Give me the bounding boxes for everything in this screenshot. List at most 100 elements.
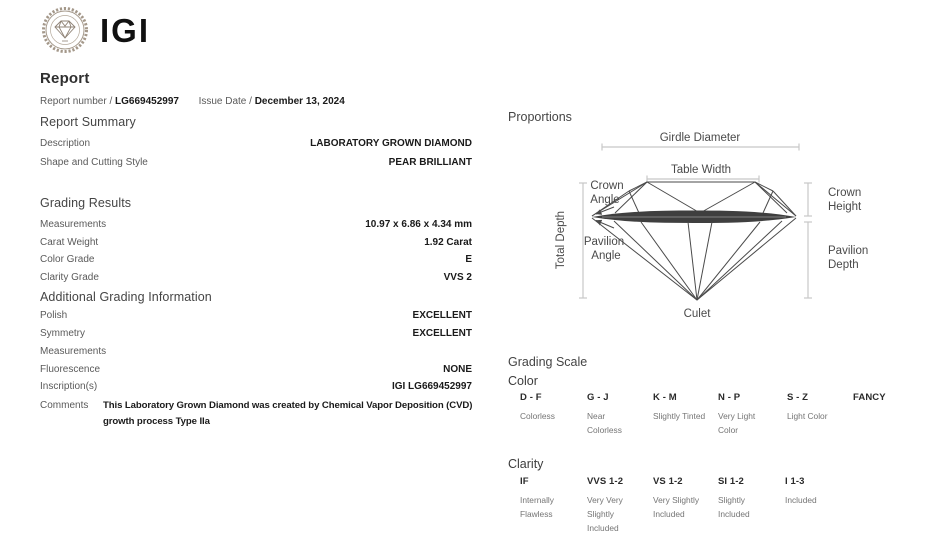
crown-angle-label-line2: Angle (590, 194, 619, 206)
table-width-label: Table Width (671, 164, 731, 176)
color-scale-item: K - M Slightly Tinted (653, 392, 717, 424)
row-value: 10.97 x 6.86 x 4.34 mm (365, 219, 472, 230)
row-label: Symmetry (40, 328, 85, 339)
grade-description: Colorless (520, 411, 555, 421)
report-number-value: LG669452997 (115, 96, 179, 107)
grade-label: FANCY (853, 392, 886, 403)
pavilion-depth-label: Pavilion (828, 245, 868, 257)
brand-header: IGI (40, 5, 150, 60)
clarity-scale-item: I 1-3 Included (785, 476, 849, 508)
total-depth-dimension-line (579, 182, 587, 299)
additional-row-symmetry: Symmetry EXCELLENT (40, 328, 472, 339)
summary-row-description: Description LABORATORY GROWN DIAMOND (40, 138, 472, 149)
row-value: LABORATORY GROWN DIAMOND (310, 138, 472, 149)
row-label: Color Grade (40, 254, 95, 265)
subheading-color: Color (508, 374, 538, 388)
grading-row-measurements: Measurements 10.97 x 6.86 x 4.34 mm (40, 219, 472, 230)
grade-label: K - M (653, 392, 677, 403)
color-scale-item: FANCY (853, 392, 917, 410)
grading-row-color-grade: Color Grade E (40, 254, 472, 265)
diamond-pavilion-outline (591, 217, 797, 301)
section-heading-additional-grading: Additional Grading Information (40, 290, 212, 304)
color-scale-item: D - F Colorless (520, 392, 584, 424)
report-meta-line: Report number / LG669452997 Issue Date /… (40, 96, 345, 107)
color-scale-grid: D - F Colorless G - J Near Colorless K -… (508, 392, 933, 450)
girdle-diameter-dimension-line (601, 143, 800, 151)
clarity-scale-item: VS 1-2 Very Slightly Included (653, 476, 717, 522)
comments-label: Comments (40, 400, 89, 411)
pavilion-angle-label-line2: Angle (591, 250, 620, 262)
igi-seal-icon (40, 5, 90, 60)
grade-label: S - Z (787, 392, 809, 403)
row-label: Measurements (40, 219, 107, 230)
grade-description: Near Colorless (587, 411, 622, 435)
grade-description: Included (785, 495, 817, 505)
total-depth-label: Total Depth (555, 211, 567, 269)
color-scale-item: S - Z Light Color (787, 392, 851, 424)
row-value: E (465, 254, 472, 265)
summary-row-shape: Shape and Cutting Style PEAR BRILLIANT (40, 157, 472, 168)
row-label: Inscription(s) (40, 381, 98, 392)
row-value: EXCELLENT (412, 310, 472, 321)
grade-description: Very Slightly Included (653, 495, 700, 519)
girdle-diameter-label: Girdle Diameter (660, 132, 741, 144)
comments-value: This Laboratory Grown Diamond was create… (103, 400, 473, 428)
clarity-scale-grid: IF Internally Flawless VVS 1-2 Very Very… (508, 476, 933, 533)
grade-description: Slightly Included (718, 495, 750, 519)
additional-row-polish: Polish EXCELLENT (40, 310, 472, 321)
row-value: 1.92 Carat (424, 237, 472, 248)
grade-label: VVS 1-2 (587, 476, 624, 487)
report-number-label: Report number / (40, 96, 113, 107)
section-heading-proportions: Proportions (508, 110, 572, 124)
grade-label: I 1-3 (785, 476, 805, 487)
grade-description: Slightly Tinted (653, 411, 706, 421)
row-label: Shape and Cutting Style (40, 157, 148, 168)
pavilion-angle-label: Pavilion (584, 236, 624, 248)
color-scale-item: G - J Near Colorless (587, 392, 651, 438)
issue-date-value: December 13, 2024 (254, 96, 345, 107)
crown-height-dimension-line (804, 182, 812, 217)
page-title: Report (40, 70, 90, 87)
row-label: Description (40, 138, 91, 149)
pavilion-depth-label-line2: Depth (828, 259, 859, 271)
crown-height-label-line2: Height (828, 201, 862, 213)
row-value: NONE (443, 364, 472, 375)
clarity-scale-item: SI 1-2 Slightly Included (718, 476, 782, 522)
clarity-scale-item: IF Internally Flawless (520, 476, 584, 522)
grade-description: Very Very Slightly Included (587, 495, 623, 533)
diamond-crown-outline (591, 181, 797, 217)
grade-label: SI 1-2 (718, 476, 744, 487)
additional-row-measurements: Measurements (40, 346, 472, 357)
row-label: Clarity Grade (40, 272, 99, 283)
crown-angle-arrow (595, 206, 615, 215)
grade-label: IF (520, 476, 529, 487)
pavilion-angle-arrow (595, 219, 615, 229)
comments-row: Comments This Laboratory Grown Diamond w… (40, 398, 473, 431)
row-label: Measurements (40, 346, 107, 357)
section-heading-grading-scale: Grading Scale (508, 355, 588, 369)
grade-label: N - P (718, 392, 741, 403)
row-value: IGI LG669452997 (391, 381, 472, 392)
section-heading-report-summary: Report Summary (40, 115, 136, 129)
table-width-dimension-line (646, 175, 760, 183)
pavilion-depth-dimension-line (804, 221, 812, 299)
grading-row-carat-weight: Carat Weight 1.92 Carat (40, 237, 472, 248)
section-heading-grading-results: Grading Results (40, 196, 132, 210)
row-value: EXCELLENT (412, 328, 472, 339)
row-label: Carat Weight (40, 237, 99, 248)
additional-row-inscriptions: Inscription(s) IGI LG669452997 (40, 381, 472, 392)
grade-description: Internally Flawless (520, 495, 554, 519)
crown-angle-label: Crown (590, 180, 623, 192)
grade-description: Very Light Color (718, 411, 756, 435)
row-value: PEAR BRILLIANT (388, 157, 472, 168)
grade-label: G - J (587, 392, 609, 403)
subheading-clarity: Clarity (508, 457, 544, 471)
grade-label: D - F (520, 392, 542, 403)
additional-row-fluorescence: Fluorescence NONE (40, 364, 472, 375)
issue-date-label: Issue Date / (198, 96, 252, 107)
crown-height-label: Crown (828, 187, 861, 199)
clarity-scale-item: VVS 1-2 Very Very Slightly Included (587, 476, 651, 536)
row-label: Fluorescence (40, 364, 101, 375)
color-scale-item: N - P Very Light Color (718, 392, 782, 438)
